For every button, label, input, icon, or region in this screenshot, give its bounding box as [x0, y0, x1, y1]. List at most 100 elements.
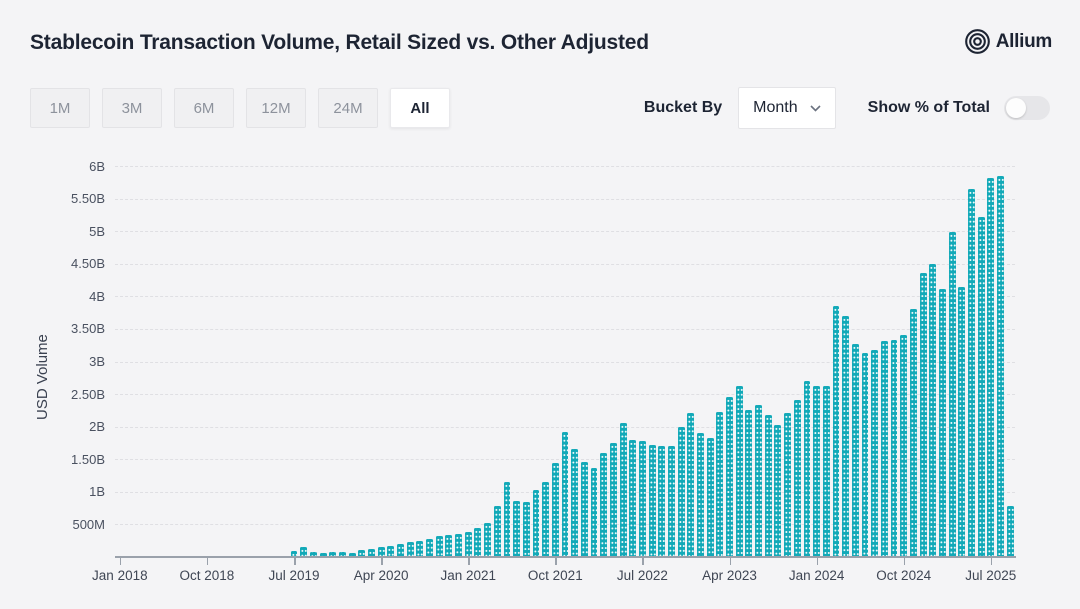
bar-2025-09[interactable]: [1006, 505, 1014, 557]
bar-2022-04[interactable]: [609, 442, 617, 557]
bar-2023-04[interactable]: [726, 396, 733, 557]
bar-2024-06[interactable]: [861, 353, 869, 557]
bar-2022-12[interactable]: [687, 412, 695, 557]
bar-2022-11[interactable]: [677, 427, 685, 557]
right-controls: Bucket By Month Show % of Total: [644, 87, 1050, 129]
bar-2021-08[interactable]: [532, 489, 540, 557]
range-button-24m[interactable]: 24M: [318, 88, 378, 128]
bar-2020-05[interactable]: [387, 545, 395, 557]
x-tick-label: Jan 2021: [440, 568, 496, 583]
bar-2020-08[interactable]: [416, 540, 424, 557]
bar-2022-06[interactable]: [629, 439, 637, 557]
bar-2019-12[interactable]: [338, 551, 346, 557]
bar-2025-06[interactable]: [977, 216, 985, 557]
bar-2021-12[interactable]: [571, 449, 579, 557]
bar-2022-10[interactable]: [668, 446, 675, 557]
bar-2023-11[interactable]: [793, 399, 801, 557]
bar-2023-01[interactable]: [697, 432, 704, 557]
x-tick-label: Apr 2020: [353, 568, 409, 583]
bar-2021-03[interactable]: [484, 523, 491, 557]
bar-2020-09[interactable]: [426, 539, 433, 557]
gridline: [115, 394, 1015, 396]
bar-2020-07[interactable]: [406, 542, 414, 557]
bar-2025-08[interactable]: [997, 176, 1004, 557]
y-tick-label: 4B: [89, 288, 105, 304]
bar-2024-02[interactable]: [822, 386, 830, 557]
x-tick: [642, 557, 644, 565]
bar-2021-04[interactable]: [493, 506, 501, 557]
bar-2023-09[interactable]: [774, 424, 782, 557]
bar-2021-05[interactable]: [503, 482, 511, 557]
bar-2020-12[interactable]: [455, 534, 462, 557]
bar-2023-02[interactable]: [706, 438, 714, 557]
y-tick-label: 2B: [89, 419, 105, 435]
bar-2024-08[interactable]: [880, 341, 888, 557]
bar-2024-11[interactable]: [909, 309, 917, 557]
bar-2023-08[interactable]: [764, 414, 772, 557]
bar-2024-12[interactable]: [919, 272, 927, 557]
bucket-by-dropdown[interactable]: Month: [738, 87, 836, 129]
bar-2024-10[interactable]: [900, 334, 908, 557]
bar-2022-01[interactable]: [580, 461, 588, 557]
bar-2020-02[interactable]: [358, 550, 366, 557]
range-button-6m[interactable]: 6M: [174, 88, 234, 128]
bar-2021-11[interactable]: [561, 431, 569, 557]
bar-2019-07[interactable]: [290, 551, 298, 557]
bar-2021-10[interactable]: [551, 463, 559, 557]
bar-2025-03[interactable]: [948, 232, 956, 557]
bar-2025-04[interactable]: [958, 287, 966, 557]
bar-2024-03[interactable]: [832, 306, 840, 557]
range-button-all[interactable]: All: [390, 88, 450, 128]
y-tick-label: 2.50B: [71, 386, 105, 402]
bar-2022-08[interactable]: [648, 444, 656, 557]
bar-2023-12[interactable]: [803, 381, 811, 557]
bar-2024-07[interactable]: [871, 350, 879, 557]
range-button-12m[interactable]: 12M: [246, 88, 306, 128]
range-button-1m[interactable]: 1M: [30, 88, 90, 128]
bar-2023-07[interactable]: [755, 404, 762, 557]
bar-2023-03[interactable]: [716, 411, 724, 557]
show-percent-toggle[interactable]: [1004, 96, 1050, 120]
x-tick-label: Oct 2024: [876, 568, 932, 583]
x-tick-label: Jan 2018: [92, 568, 148, 583]
bar-2019-09[interactable]: [309, 552, 317, 557]
bar-2021-07[interactable]: [522, 501, 530, 557]
range-button-3m[interactable]: 3M: [102, 88, 162, 128]
bar-2023-05[interactable]: [735, 386, 743, 557]
x-tick-label: Oct 2021: [527, 568, 583, 583]
bar-2025-07[interactable]: [987, 178, 995, 557]
bar-2022-09[interactable]: [658, 446, 666, 557]
y-tick-label: 4.50B: [71, 256, 105, 272]
bar-2020-06[interactable]: [397, 543, 404, 557]
x-tick-label: Jan 2024: [788, 568, 845, 583]
bar-2023-10[interactable]: [784, 412, 791, 557]
bar-2025-02[interactable]: [938, 289, 946, 557]
bar-2024-04[interactable]: [842, 315, 850, 557]
bar-2021-01[interactable]: [464, 531, 472, 557]
bar-2024-09[interactable]: [890, 340, 898, 557]
y-axis-title: USD Volume: [34, 334, 51, 420]
bar-2020-10[interactable]: [435, 536, 443, 557]
bar-2021-09[interactable]: [542, 482, 550, 557]
bar-2024-01[interactable]: [813, 386, 821, 557]
gridline: [115, 328, 1015, 330]
bar-2021-06[interactable]: [513, 500, 521, 557]
bar-2020-11[interactable]: [445, 535, 453, 557]
bar-2025-05[interactable]: [968, 189, 975, 557]
bar-2022-02[interactable]: [590, 468, 598, 557]
bar-2021-02[interactable]: [474, 528, 482, 557]
bar-2019-08[interactable]: [300, 546, 308, 557]
bar-2023-06[interactable]: [745, 409, 753, 557]
bar-2019-11[interactable]: [329, 552, 337, 557]
bar-2022-03[interactable]: [600, 453, 608, 557]
bar-2022-07[interactable]: [638, 441, 646, 557]
y-tick-label: 500M: [72, 516, 105, 532]
bar-2020-03[interactable]: [368, 549, 375, 557]
gridline: [115, 231, 1015, 233]
bar-2020-04[interactable]: [377, 547, 385, 557]
bar-2019-10[interactable]: [319, 553, 327, 557]
bar-2025-01[interactable]: [929, 264, 937, 557]
bar-2020-01[interactable]: [348, 553, 356, 557]
bar-2024-05[interactable]: [851, 343, 859, 557]
bar-2022-05[interactable]: [619, 422, 627, 557]
